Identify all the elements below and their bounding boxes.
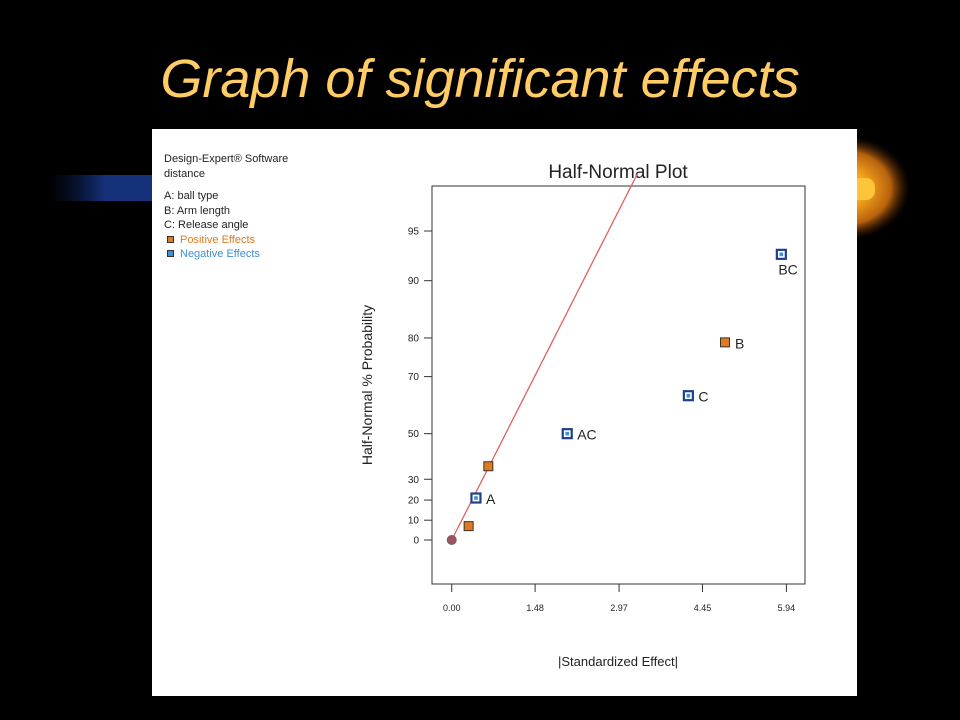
factor-b-label: B: Arm length	[164, 204, 231, 217]
data-point-core	[686, 393, 691, 398]
positive-swatch-icon	[167, 235, 174, 243]
software-label: Design-Expert® Software	[164, 153, 289, 165]
negative-swatch-icon	[167, 250, 174, 258]
x-tick-label: 4.45	[694, 603, 712, 613]
data-label: B	[735, 335, 744, 351]
legend-negative: Negative Effects	[164, 247, 288, 262]
data-point-core	[779, 252, 784, 257]
data-point-core	[474, 496, 478, 500]
chart-panel	[152, 129, 857, 696]
y-tick-label: 30	[408, 475, 420, 486]
chart-title: Half-Normal Plot	[548, 162, 688, 183]
y-tick-label: 50	[408, 429, 420, 440]
data-label: C	[698, 389, 708, 405]
x-tick-label: 5.94	[778, 603, 796, 613]
legend-positive-label: Positive Effects	[180, 233, 255, 246]
x-axis-label: |Standardized Effect|	[558, 654, 678, 669]
slide-title: Graph of significant effects	[160, 49, 800, 109]
data-point	[719, 337, 730, 348]
y-tick-label: 70	[408, 372, 420, 383]
y-tick-label: 10	[408, 516, 420, 527]
data-point	[446, 535, 457, 545]
y-tick-label: 80	[408, 333, 420, 344]
reference-line	[451, 172, 639, 541]
factor-a-label: A: ball type	[164, 190, 219, 202]
y-tick-label: 95	[408, 227, 420, 238]
y-tick-label: 20	[408, 496, 420, 507]
legend-positive: Positive Effects	[164, 233, 288, 248]
data-point-core	[565, 431, 570, 436]
y-tick-label: 90	[408, 276, 420, 287]
legend-negative-label: Negative Effects	[180, 248, 260, 260]
data-label: AC	[577, 427, 596, 443]
response-label: distance	[164, 167, 205, 180]
plot-area	[431, 185, 806, 585]
data-label: A	[486, 491, 496, 507]
x-tick-label: 0.00	[443, 603, 461, 613]
data-point	[463, 521, 474, 532]
x-tick-label: 1.48	[526, 603, 544, 613]
y-axis-label: Half-Normal % Probability	[359, 305, 375, 465]
info-legend: Design-Expert® Software distance A: ball…	[164, 152, 288, 262]
x-tick-label: 2.97	[610, 603, 628, 613]
data-point	[483, 461, 494, 472]
factor-c-label: C: Release angle	[164, 219, 249, 231]
y-tick-label: 0	[413, 536, 419, 547]
data-label: BC	[778, 261, 797, 277]
